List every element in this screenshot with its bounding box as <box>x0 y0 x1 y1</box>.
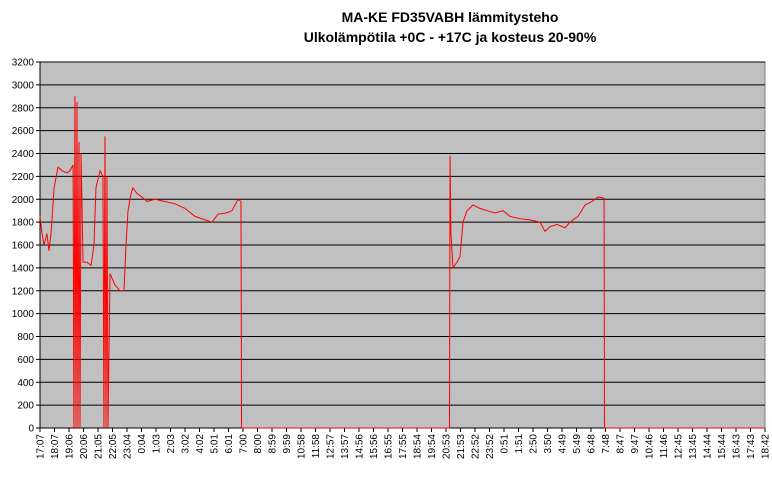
x-tick-label: 16:55 <box>384 434 395 459</box>
x-tick-label: 20:06 <box>79 434 90 459</box>
y-tick-label: 3200 <box>12 58 35 69</box>
y-tick-label: 1200 <box>12 286 35 297</box>
chart-title: MA-KE FD35VABH lämmitysteho <box>342 9 559 25</box>
x-tick-label: 1:03 <box>152 434 163 454</box>
y-tick-label: 2000 <box>12 195 35 206</box>
x-tick-label: 8:47 <box>616 434 627 454</box>
y-tick-label: 800 <box>17 332 34 343</box>
x-tick-label: 5:01 <box>210 434 221 454</box>
x-tick-label: 1:51 <box>514 434 525 454</box>
x-tick-label: 19:06 <box>65 434 76 459</box>
x-tick-label: 20:53 <box>442 434 453 459</box>
x-tick-label: 11:46 <box>659 434 670 459</box>
x-tick-label: 8:00 <box>253 434 264 454</box>
y-tick-label: 1400 <box>12 263 35 274</box>
x-tick-label: 18:42 <box>761 434 772 459</box>
x-tick-label: 10:46 <box>645 434 656 459</box>
x-tick-label: 14:56 <box>355 434 366 459</box>
y-tick-label: 2200 <box>12 172 35 183</box>
y-tick-label: 200 <box>17 401 34 412</box>
x-tick-label: 15:44 <box>717 434 728 459</box>
x-tick-label: 23:04 <box>123 434 134 459</box>
x-tick-label: 21:53 <box>456 434 467 459</box>
x-tick-label: 18:54 <box>413 434 424 459</box>
x-tick-label: 9:47 <box>630 434 641 454</box>
y-tick-label: 1000 <box>12 309 35 320</box>
x-tick-label: 2:50 <box>529 434 540 454</box>
x-tick-label: 12:45 <box>674 434 685 459</box>
y-tick-label: 1600 <box>12 241 35 252</box>
x-tick-label: 13:57 <box>340 434 351 459</box>
x-tick-label: 0:04 <box>137 434 148 454</box>
x-tick-label: 17:43 <box>746 434 757 459</box>
x-tick-label: 13:45 <box>688 434 699 459</box>
x-tick-label: 3:02 <box>181 434 192 454</box>
x-tick-label: 6:01 <box>224 434 235 454</box>
x-tick-label: 10:58 <box>297 434 308 459</box>
y-tick-label: 3000 <box>12 80 35 91</box>
x-tick-label: 7:00 <box>239 434 250 454</box>
x-tick-label: 17:07 <box>36 434 47 459</box>
x-tick-label: 2:03 <box>166 434 177 454</box>
y-tick-label: 2400 <box>12 149 35 160</box>
x-tick-label: 7:48 <box>601 434 612 454</box>
x-tick-label: 9:59 <box>282 434 293 454</box>
y-tick-label: 2800 <box>12 103 35 114</box>
x-tick-label: 8:59 <box>268 434 279 454</box>
x-tick-label: 3:50 <box>543 434 554 454</box>
y-tick-label: 0 <box>28 424 34 435</box>
y-tick-label: 1800 <box>12 218 35 229</box>
x-tick-label: 22:52 <box>471 434 482 459</box>
x-tick-label: 22:05 <box>108 434 119 459</box>
x-tick-label: 0:51 <box>500 434 511 454</box>
chart-subtitle: Ulkolämpötila +0C - +17C ja kosteus 20-9… <box>304 29 597 45</box>
x-tick-label: 5:49 <box>572 434 583 454</box>
x-tick-label: 19:54 <box>427 434 438 459</box>
x-tick-label: 4:49 <box>558 434 569 454</box>
x-tick-label: 23:52 <box>485 434 496 459</box>
y-tick-label: 400 <box>17 378 34 389</box>
x-tick-label: 15:56 <box>369 434 380 459</box>
x-tick-label: 6:48 <box>587 434 598 454</box>
x-tick-label: 18:07 <box>50 434 61 459</box>
x-tick-label: 21:05 <box>94 434 105 459</box>
y-tick-label: 2600 <box>12 126 35 137</box>
data-line <box>39 96 765 429</box>
x-tick-label: 12:57 <box>326 434 337 459</box>
x-tick-label: 17:55 <box>398 434 409 459</box>
x-tick-label: 14:44 <box>703 434 714 459</box>
x-tick-label: 16:43 <box>732 434 743 459</box>
y-tick-label: 600 <box>17 355 34 366</box>
x-tick-label: 11:58 <box>311 434 322 459</box>
x-tick-label: 4:02 <box>195 434 206 454</box>
